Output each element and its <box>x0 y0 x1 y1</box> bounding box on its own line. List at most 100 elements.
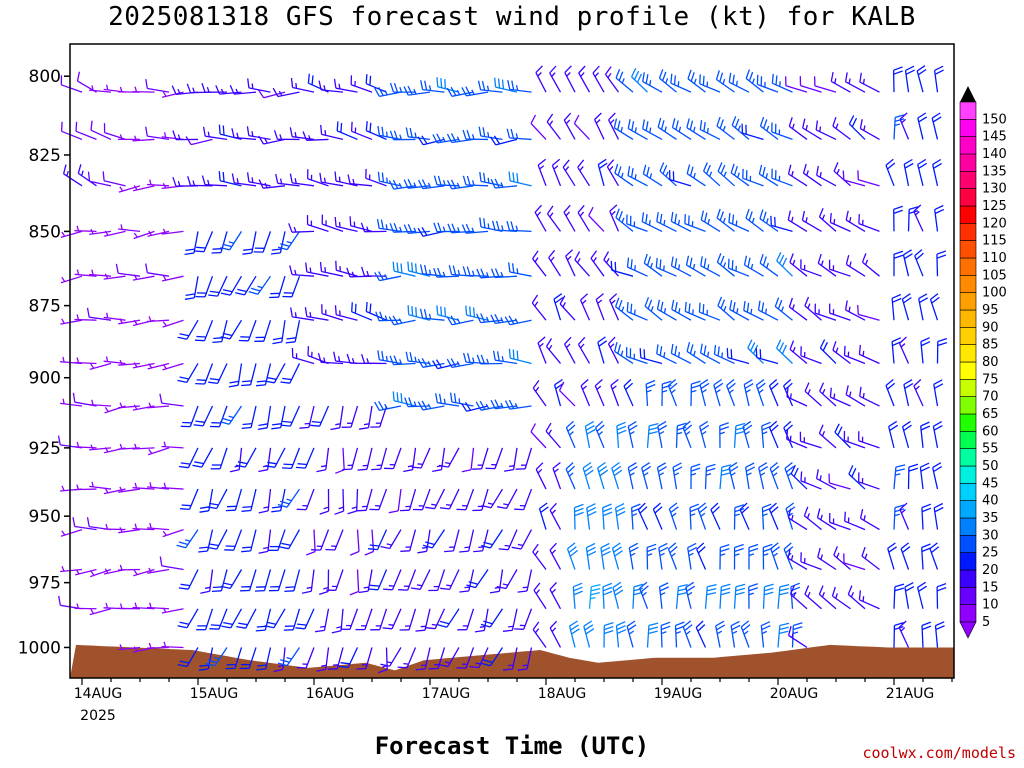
barb-shaft <box>244 447 257 468</box>
barb-flag-full <box>342 468 352 471</box>
wind-barb <box>667 379 678 407</box>
barb-flag-full <box>242 546 252 549</box>
wind-barb <box>565 462 576 490</box>
barb-flag-full <box>407 85 413 95</box>
barb-flag-full <box>842 170 845 181</box>
barb-flag-full <box>669 502 678 510</box>
wind-barb <box>731 116 750 140</box>
wind-barb <box>700 210 721 232</box>
barb-shaft <box>768 427 779 449</box>
barb-flag-half <box>162 183 167 189</box>
wind-barb <box>438 647 460 668</box>
wind-barb <box>258 179 286 189</box>
barb-flag-half <box>515 133 519 139</box>
barb-flag-full <box>237 461 248 465</box>
barb-flag-half <box>104 487 109 494</box>
wind-barb <box>388 315 416 326</box>
barb-flag-full <box>614 297 620 307</box>
wind-barb <box>220 231 243 251</box>
barb-flag-half <box>732 630 738 635</box>
barb-flag-full <box>483 659 493 664</box>
barb-flag-full <box>615 208 620 218</box>
barb-flag-full <box>462 352 467 363</box>
wind-barb <box>425 608 446 630</box>
barb-flag-half <box>104 447 109 453</box>
barb-flag-full <box>588 206 594 216</box>
barb-flag-half <box>119 564 123 571</box>
wind-barb <box>177 319 199 340</box>
barb-flag-full <box>335 260 337 271</box>
barb-flag-full <box>649 422 659 427</box>
barb-flag-full <box>491 220 496 231</box>
wind-barb <box>132 602 155 610</box>
barb-flag-full <box>658 542 668 549</box>
credit-link[interactable]: coolwx.com/models <box>862 744 1016 762</box>
barb-flag-half <box>133 185 138 191</box>
barb-shaft <box>913 211 924 232</box>
wind-barb <box>325 529 344 551</box>
wind-barb <box>745 462 756 490</box>
barb-flag-full <box>918 585 927 592</box>
barb-flag-full <box>710 502 719 511</box>
barb-flag-full <box>349 550 360 556</box>
barb-flag-full <box>218 124 221 135</box>
wind-barb <box>742 420 753 449</box>
wind-barb <box>201 175 228 187</box>
barb-shaft <box>800 268 822 277</box>
barb-flag-full <box>931 296 940 304</box>
barb-flag-half <box>427 182 432 188</box>
barb-flag-full <box>686 585 696 592</box>
barb-flag-full <box>465 223 471 234</box>
wind-barb <box>799 76 822 93</box>
barb-flag-full <box>757 382 766 390</box>
barb-flag-full <box>848 465 854 475</box>
barb-flag-half <box>620 172 624 178</box>
barb-flag-full <box>590 587 601 592</box>
barb-flag-half <box>323 506 329 510</box>
barb-flag-full <box>258 423 268 427</box>
barb-flag-full <box>670 73 673 84</box>
wind-barb <box>743 255 764 277</box>
barb-shaft <box>366 447 373 470</box>
colorbar-segment <box>959 274 977 293</box>
wind-barb <box>307 169 329 187</box>
barb-flag-full <box>662 164 668 175</box>
barb-shaft <box>365 488 373 511</box>
barb-flag-half <box>750 263 754 270</box>
barb-flag-full <box>184 252 195 256</box>
wind-barb <box>670 211 692 232</box>
wind-barb <box>661 380 672 407</box>
barb-shaft <box>334 529 344 551</box>
colorbar-segment <box>959 136 977 155</box>
barb-flag-full <box>677 422 687 427</box>
barb-shaft <box>483 608 489 631</box>
colorbar-segment <box>959 205 977 224</box>
barb-flag-half <box>61 566 65 572</box>
barb-shaft <box>719 586 722 609</box>
barb-flag-full <box>289 173 293 184</box>
wind-barb <box>745 69 764 93</box>
wind-barb <box>642 119 663 140</box>
colorbar-segment <box>959 569 977 588</box>
barb-flag-full <box>831 586 836 597</box>
barb-flag-full <box>703 162 708 172</box>
barb-flag-full <box>600 542 610 549</box>
barb-flag-full <box>297 463 308 466</box>
wind-barb <box>743 379 754 407</box>
wind-barb <box>304 307 329 321</box>
barb-flag-full <box>717 296 723 307</box>
barb-flag-half <box>80 170 84 176</box>
wind-barb <box>506 221 532 233</box>
barb-flag-full <box>779 583 790 588</box>
barb-flag-half <box>693 78 697 84</box>
barb-flag-half <box>472 357 475 363</box>
wind-barb <box>177 363 199 384</box>
barb-flag-half <box>257 285 263 289</box>
barb-flag-full <box>258 179 264 189</box>
barb-flag-full <box>585 628 595 635</box>
wind-barb <box>768 502 779 530</box>
wind-barb <box>844 72 866 93</box>
wind-barb <box>89 481 112 490</box>
wind-barb <box>90 120 112 141</box>
barb-flag-half <box>836 552 840 558</box>
